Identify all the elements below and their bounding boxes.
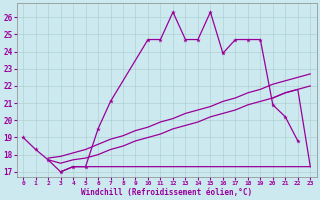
X-axis label: Windchill (Refroidissement éolien,°C): Windchill (Refroidissement éolien,°C) <box>81 188 252 197</box>
